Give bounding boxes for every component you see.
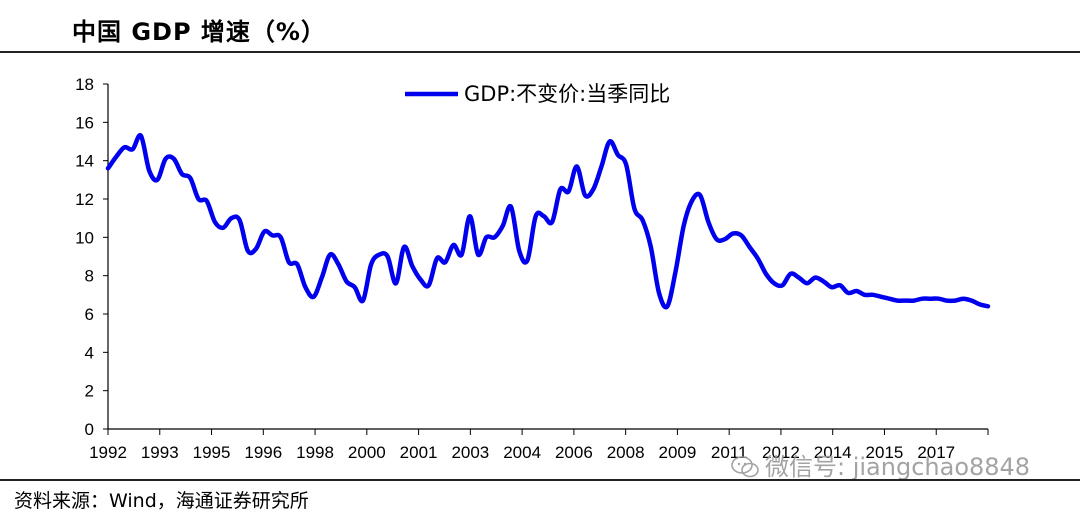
x-tick-label: 2017 bbox=[917, 443, 955, 462]
x-tick-label: 2008 bbox=[607, 443, 645, 462]
legend: GDP:不变价:当季同比 bbox=[405, 82, 670, 106]
top-rule bbox=[0, 51, 1080, 53]
y-tick-label: 12 bbox=[75, 190, 94, 209]
x-tick-label: 2000 bbox=[348, 443, 386, 462]
y-tick-label: 4 bbox=[85, 343, 94, 362]
y-tick-label: 0 bbox=[85, 420, 94, 439]
chart-title: 中国 GDP 增速（%） bbox=[72, 18, 326, 46]
x-tick-label: 1996 bbox=[244, 443, 282, 462]
y-tick-label: 10 bbox=[75, 228, 94, 247]
x-tick-label: 2012 bbox=[762, 443, 800, 462]
y-tick-label: 14 bbox=[75, 152, 94, 171]
y-axis: 0 2 4 6 8 10 12 14 16 18 bbox=[75, 75, 109, 439]
bottom-rule bbox=[0, 479, 1080, 481]
legend-label: GDP:不变价:当季同比 bbox=[464, 82, 670, 106]
watermark: 微信号: jiangchao8848 bbox=[731, 447, 1030, 482]
gdp-line-chart: 0 2 4 6 8 10 12 14 16 18 1992 1993 1995 1996 1998 2000… bbox=[75, 75, 991, 462]
x-tick-label: 2006 bbox=[555, 443, 593, 462]
watermark-text: 微信号: jiangchao8848 bbox=[765, 453, 1031, 481]
x-tick-label: 1995 bbox=[193, 443, 231, 462]
y-tick-label: 6 bbox=[85, 305, 94, 324]
x-tick-label: 2015 bbox=[866, 443, 904, 462]
x-axis: 1992 1993 1995 1996 1998 2000 2001 2003 2004 2006… bbox=[89, 428, 989, 462]
x-tick-label: 2001 bbox=[400, 443, 438, 462]
x-tick-label: 1998 bbox=[296, 443, 334, 462]
source-note: 资料来源：Wind，海通证券研究所 bbox=[14, 490, 309, 512]
x-tick-label: 2004 bbox=[503, 443, 541, 462]
y-tick-label: 2 bbox=[85, 382, 94, 401]
x-tick-label: 1993 bbox=[141, 443, 179, 462]
y-tick-label: 8 bbox=[85, 267, 94, 286]
y-tick-label: 16 bbox=[75, 113, 94, 132]
x-tick-label: 2003 bbox=[451, 443, 489, 462]
series-layer bbox=[105, 132, 991, 310]
x-tick-label: 2014 bbox=[814, 443, 852, 462]
gdp-series-line bbox=[105, 132, 991, 310]
y-tick-label: 18 bbox=[75, 75, 94, 94]
wechat-icon bbox=[731, 456, 759, 478]
x-tick-label: 2009 bbox=[658, 443, 696, 462]
x-tick-label: 1992 bbox=[89, 443, 127, 462]
